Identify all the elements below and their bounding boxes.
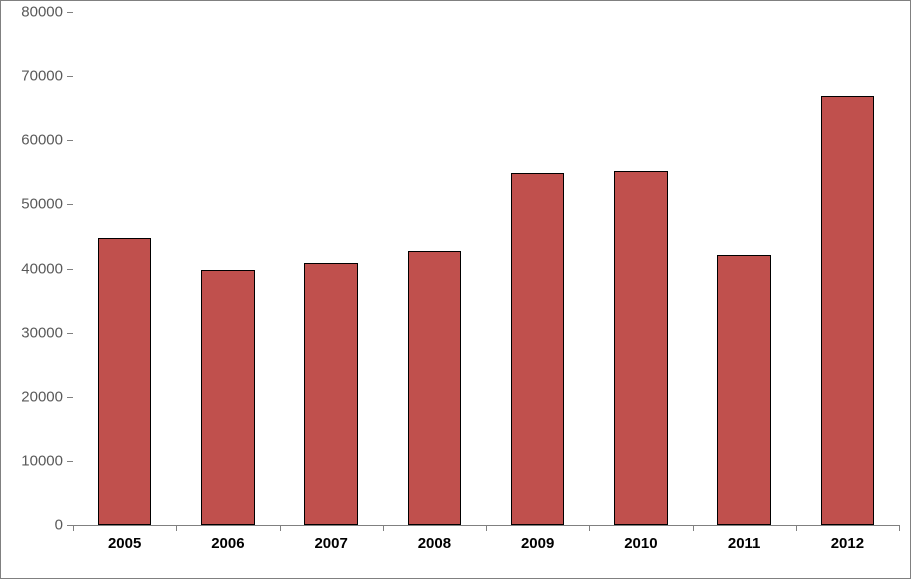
y-tick-mark [67, 12, 73, 13]
x-tick-label: 2011 [728, 535, 761, 552]
y-tick-label: 60000 [21, 132, 63, 149]
y-tick-label: 40000 [21, 260, 63, 277]
bar [511, 173, 565, 525]
bar [304, 263, 358, 525]
x-tick-mark [899, 525, 900, 531]
bar [614, 171, 668, 525]
x-tick-mark [73, 525, 74, 531]
y-tick-mark [67, 76, 73, 77]
y-tick-mark [67, 333, 73, 334]
bar [821, 96, 875, 525]
x-tick-mark [280, 525, 281, 531]
y-tick-label: 0 [55, 517, 63, 534]
y-tick-mark [67, 461, 73, 462]
y-tick-label: 10000 [21, 452, 63, 469]
x-tick-mark [176, 525, 177, 531]
y-tick-label: 30000 [21, 324, 63, 341]
x-tick-label: 2006 [211, 535, 244, 552]
y-tick-mark [67, 140, 73, 141]
x-tick-mark [589, 525, 590, 531]
y-tick-mark [67, 204, 73, 205]
x-tick-label: 2005 [108, 535, 141, 552]
x-tick-mark [486, 525, 487, 531]
bar [408, 251, 462, 525]
x-tick-label: 2010 [624, 535, 657, 552]
x-tick-mark [383, 525, 384, 531]
bar [98, 238, 152, 525]
y-tick-label: 20000 [21, 388, 63, 405]
plot-area [73, 12, 899, 525]
y-tick-mark [67, 397, 73, 398]
bar [201, 270, 255, 525]
x-tick-mark [693, 525, 694, 531]
x-tick-label: 2008 [418, 535, 451, 552]
x-tick-mark [796, 525, 797, 531]
y-tick-label: 70000 [21, 68, 63, 85]
bar [717, 255, 771, 525]
x-tick-label: 2012 [831, 535, 864, 552]
bar-chart: 0 10000 20000 30000 40000 50000 60000 70000 8000… [0, 0, 911, 579]
y-tick-mark [67, 269, 73, 270]
x-tick-label: 2007 [314, 535, 347, 552]
y-tick-label: 80000 [21, 4, 63, 21]
x-tick-label: 2009 [521, 535, 554, 552]
y-tick-label: 50000 [21, 196, 63, 213]
